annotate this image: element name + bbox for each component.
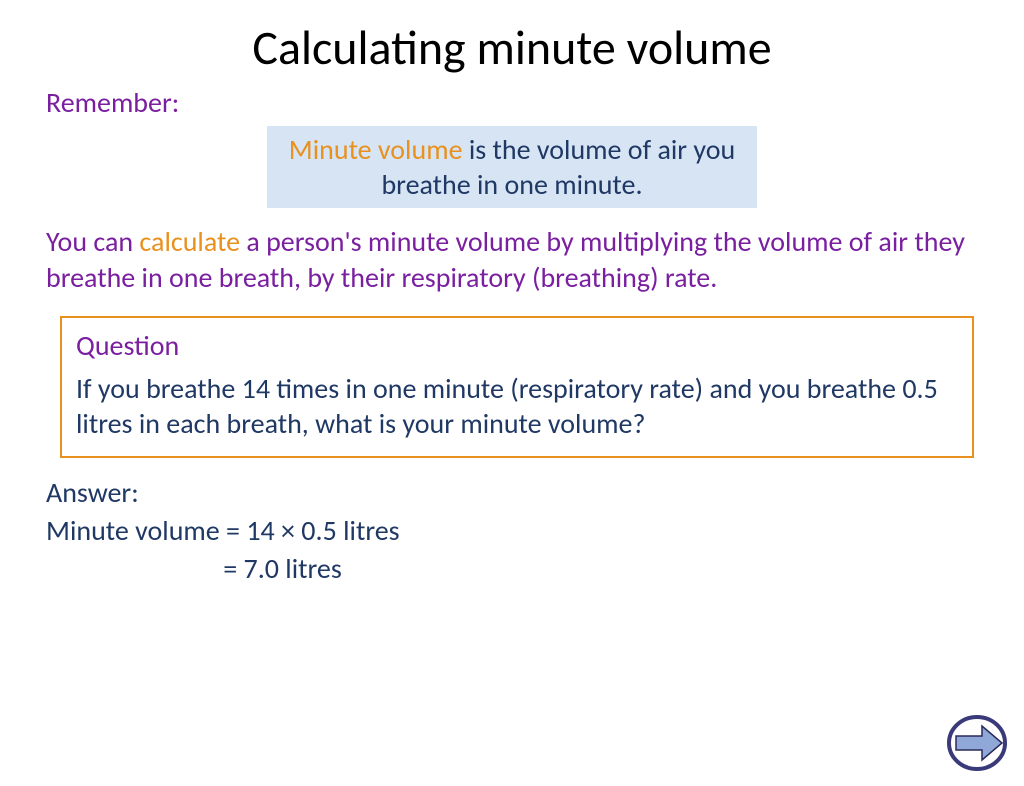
remember-label: Remember: bbox=[46, 85, 1024, 120]
question-body: If you breathe 14 times in one minute (r… bbox=[76, 371, 958, 443]
answer-line1: Minute volume = 14 × 0.5 litres bbox=[46, 512, 974, 550]
next-arrow-icon[interactable] bbox=[946, 714, 1008, 772]
explain-keyword: calculate bbox=[139, 224, 240, 259]
answer-label: Answer: bbox=[46, 474, 974, 512]
definition-highlight: Minute volume bbox=[289, 132, 463, 167]
definition-box: Minute volume is the volume of air you b… bbox=[267, 126, 757, 208]
explanation-text: You can calculate a person's minute volu… bbox=[46, 224, 974, 296]
explain-lead: You can bbox=[46, 224, 139, 259]
question-box: Question If you breathe 14 times in one … bbox=[60, 316, 974, 459]
question-label: Question bbox=[76, 328, 958, 363]
answer-line2: = 7.0 litres bbox=[46, 550, 974, 588]
answer-block: Answer: Minute volume = 14 × 0.5 litres … bbox=[46, 474, 974, 587]
page-title: Calculating minute volume bbox=[0, 18, 1024, 77]
